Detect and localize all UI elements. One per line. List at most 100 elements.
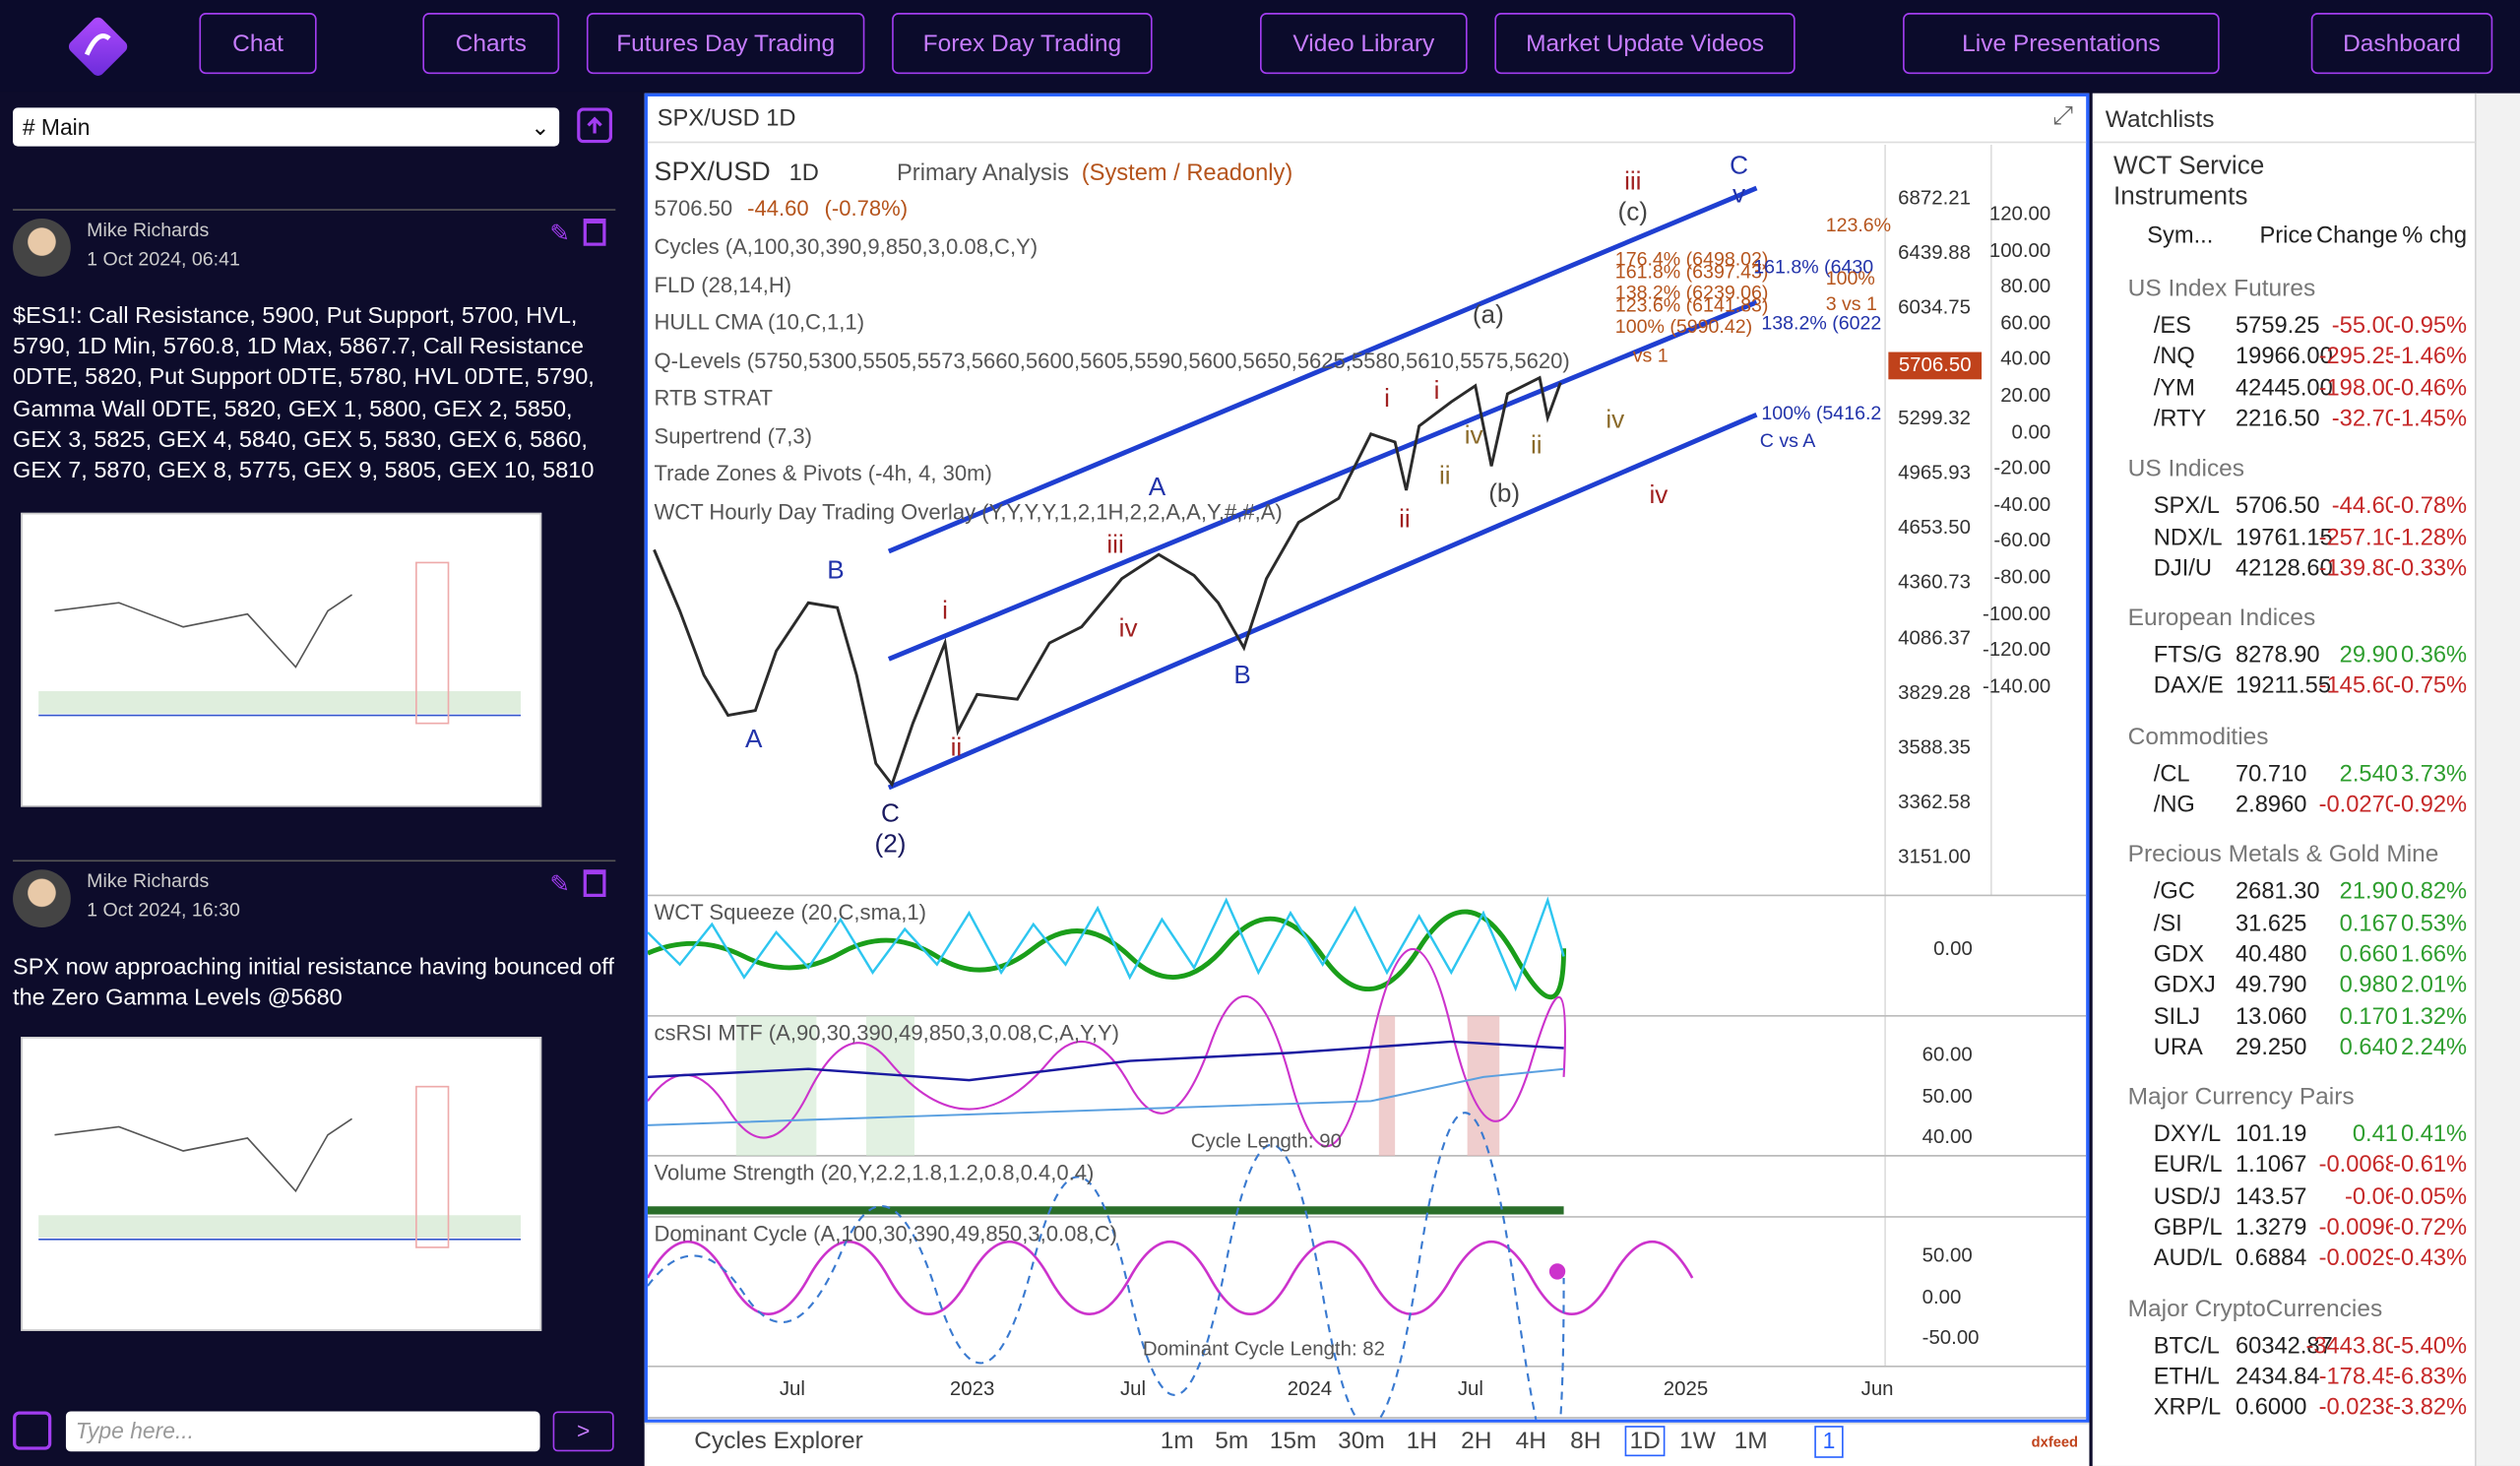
- row-symbol[interactable]: XRP/L: [2153, 1395, 2222, 1422]
- attach-icon[interactable]: [13, 1411, 52, 1450]
- price-line: [653, 375, 1562, 788]
- row-symbol[interactable]: SPX/L: [2153, 493, 2220, 520]
- indicator-label[interactable]: Trade Zones & Pivots (-4h, 4, 30m): [654, 461, 992, 486]
- row-price: 8278.90: [2236, 643, 2320, 669]
- timeframe-button[interactable]: 1D: [1624, 1426, 1666, 1457]
- row-symbol[interactable]: GDXJ: [2153, 973, 2216, 999]
- group-header[interactable]: Precious Metals & Gold Mine: [2127, 841, 2439, 869]
- group-header[interactable]: US Indices: [2127, 455, 2245, 483]
- chart-tab[interactable]: SPX/USD 1D: [657, 105, 796, 132]
- indicator-label[interactable]: Q-Levels (5750,5300,5505,5573,5660,5600,…: [654, 348, 1570, 372]
- row-symbol[interactable]: GDX: [2153, 941, 2205, 968]
- group-header[interactable]: US Index Futures: [2127, 275, 2316, 302]
- pane-label[interactable]: csRSI MTF (A,90,30,390,49,850,3,0.08,C,A…: [654, 1020, 1119, 1046]
- indicator-label[interactable]: Supertrend (7,3): [654, 423, 812, 448]
- layout-count[interactable]: 1: [1814, 1426, 1844, 1458]
- row-symbol[interactable]: /NQ: [2153, 344, 2195, 370]
- indicator-label[interactable]: WCT Hourly Day Trading Overlay (Y,Y,Y,Y,…: [654, 498, 1283, 524]
- delete-icon[interactable]: [583, 869, 606, 898]
- indicator-label[interactable]: RTB STRAT: [654, 385, 773, 411]
- row-price: 0.6884: [2236, 1245, 2307, 1272]
- nav-button[interactable]: Video Library: [1260, 13, 1468, 75]
- expand-icon[interactable]: ⤢: [2052, 102, 2074, 131]
- pane-label[interactable]: Volume Strength (20,Y,2.2,1.8,1.2,0.8,0.…: [654, 1160, 1095, 1185]
- dominant-cycle-phase: [647, 1112, 1565, 1420]
- row-symbol[interactable]: DXY/L: [2153, 1121, 2222, 1148]
- row-price: 2.8960: [2236, 792, 2307, 819]
- wave-label: A: [745, 724, 763, 753]
- row-pct: 3.73%: [2400, 761, 2468, 788]
- timeframe-button[interactable]: 5m: [1215, 1427, 1249, 1455]
- nav-button[interactable]: Market Update Videos: [1494, 13, 1796, 75]
- row-symbol[interactable]: BTC/L: [2153, 1333, 2220, 1360]
- timeframe-button[interactable]: 30m: [1338, 1427, 1385, 1455]
- row-symbol[interactable]: DAX/E: [2153, 673, 2224, 700]
- row-symbol[interactable]: /GC: [2153, 879, 2195, 906]
- row-symbol[interactable]: USD/J: [2153, 1183, 2222, 1210]
- pane-label[interactable]: Dominant Cycle (A,100,30,390,49,850,3,0.…: [654, 1221, 1117, 1246]
- pane-label[interactable]: WCT Squeeze (20,C,sma,1): [654, 900, 926, 924]
- timeframe-button[interactable]: 1W: [1679, 1427, 1716, 1455]
- upload-icon[interactable]: [577, 107, 613, 144]
- divider: [13, 209, 616, 211]
- row-symbol[interactable]: EUR/L: [2153, 1153, 2223, 1179]
- row-symbol[interactable]: /ES: [2153, 313, 2191, 340]
- timeframe-button[interactable]: 15m: [1269, 1427, 1317, 1455]
- screenshot-thumbnail[interactable]: [21, 1037, 542, 1331]
- oscillator-tick: -100.00: [1983, 602, 2051, 625]
- nav-button[interactable]: Charts: [422, 13, 560, 75]
- row-symbol[interactable]: /RTY: [2153, 406, 2207, 433]
- column-header[interactable]: Price: [2259, 223, 2313, 250]
- timeframe-button[interactable]: 1m: [1160, 1427, 1194, 1455]
- row-symbol[interactable]: /NG: [2153, 792, 2195, 819]
- timeframe-button[interactable]: 8H: [1570, 1427, 1602, 1455]
- row-symbol[interactable]: URA: [2153, 1035, 2203, 1061]
- row-symbol[interactable]: /YM: [2153, 375, 2195, 402]
- column-header[interactable]: Change: [2315, 223, 2398, 250]
- channel-line: [887, 412, 1758, 791]
- group-header[interactable]: Major Currency Pairs: [2127, 1083, 2355, 1112]
- screenshot-thumbnail[interactable]: [21, 512, 542, 807]
- nav-button[interactable]: Live Presentations: [1903, 13, 2220, 75]
- edit-icon[interactable]: ✎: [549, 220, 570, 248]
- message-input[interactable]: Type here...: [65, 1411, 540, 1452]
- interval[interactable]: 1D: [788, 160, 819, 187]
- row-symbol[interactable]: AUD/L: [2153, 1245, 2223, 1272]
- row-change: 0.980: [2339, 973, 2398, 999]
- indicator-label[interactable]: Cycles (A,100,30,390,9,850,3,0.08,C,Y): [654, 234, 1039, 259]
- timeframe-button[interactable]: 4H: [1515, 1427, 1546, 1455]
- send-button[interactable]: >: [552, 1411, 614, 1452]
- row-symbol[interactable]: DJI/U: [2153, 555, 2212, 582]
- row-symbol[interactable]: NDX/L: [2153, 525, 2223, 551]
- row-price: 5706.50: [2236, 493, 2320, 520]
- time-label: 2023: [949, 1377, 995, 1401]
- column-header[interactable]: % chg: [2402, 223, 2468, 250]
- watchlist-name[interactable]: WCT Service Instruments: [2112, 153, 2265, 211]
- row-symbol[interactable]: /SI: [2153, 911, 2182, 937]
- group-header[interactable]: European Indices: [2127, 605, 2316, 632]
- timeframe-button[interactable]: 2H: [1461, 1427, 1492, 1455]
- timeframe-button[interactable]: 1H: [1406, 1427, 1437, 1455]
- indicator-label[interactable]: HULL CMA (10,C,1,1): [654, 310, 865, 335]
- nav-button[interactable]: Forex Day Trading: [892, 13, 1153, 75]
- group-header[interactable]: Major CryptoCurrencies: [2127, 1295, 2383, 1323]
- channel-select[interactable]: # Main ⌄: [13, 107, 560, 147]
- column-header[interactable]: Sym...: [2147, 223, 2214, 250]
- group-header[interactable]: Commodities: [2127, 723, 2269, 750]
- delete-icon[interactable]: [583, 219, 606, 246]
- nav-button[interactable]: Futures Day Trading: [586, 13, 865, 75]
- timeframe-button[interactable]: 1M: [1733, 1427, 1768, 1455]
- channel-name: # Main: [22, 113, 91, 141]
- nav-button[interactable]: Chat: [199, 13, 317, 75]
- cycles-explorer[interactable]: Cycles Explorer: [694, 1427, 863, 1455]
- row-symbol[interactable]: /CL: [2153, 761, 2190, 788]
- row-symbol[interactable]: SILJ: [2153, 1003, 2201, 1030]
- row-symbol[interactable]: FTS/G: [2153, 643, 2223, 669]
- brand: dxfeed: [2031, 1434, 2079, 1450]
- edit-icon[interactable]: ✎: [549, 870, 570, 899]
- row-symbol[interactable]: ETH/L: [2153, 1364, 2220, 1391]
- logo[interactable]: [64, 13, 132, 81]
- nav-button[interactable]: Dashboard: [2310, 13, 2493, 75]
- row-symbol[interactable]: GBP/L: [2153, 1215, 2223, 1242]
- indicator-label[interactable]: FLD (28,14,H): [654, 272, 792, 297]
